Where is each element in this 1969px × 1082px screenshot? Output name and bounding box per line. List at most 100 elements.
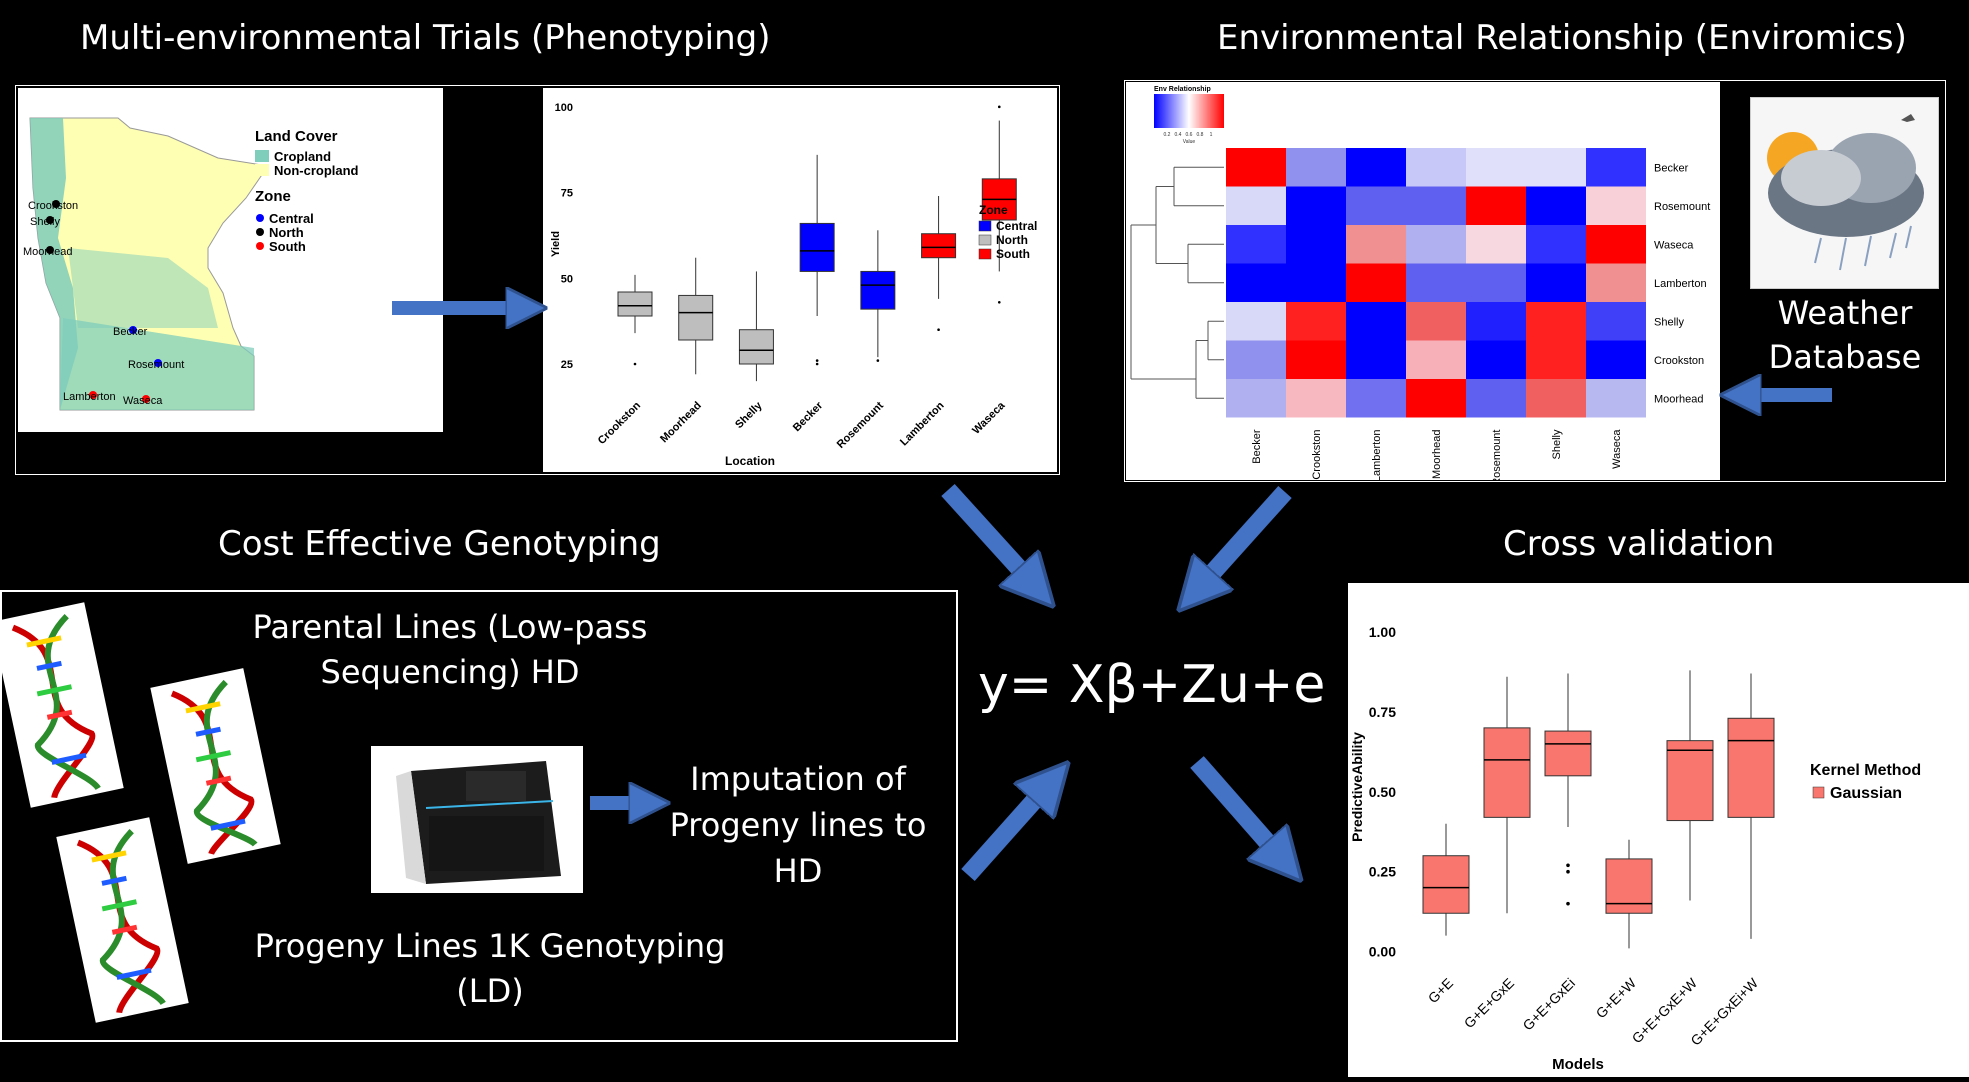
yield-xlabel: Location	[725, 454, 775, 468]
yield-outlier	[876, 359, 880, 362]
yield-box	[799, 222, 835, 272]
site-moorhead-dot	[46, 246, 54, 254]
heatmap-cell	[1346, 263, 1406, 302]
heatmap-cell	[1286, 225, 1346, 264]
heatmap-row-label: Moorhead	[1654, 393, 1704, 405]
cv-box	[1666, 740, 1714, 822]
yield-legend-swatch	[978, 234, 992, 246]
site-crookston-dot	[52, 200, 60, 208]
heatmap-cell	[1526, 379, 1586, 418]
cv-outlier	[1566, 869, 1570, 874]
heatmap-cell	[1346, 302, 1406, 341]
parental-line1: Parental Lines (Low-pass	[252, 608, 648, 646]
legend-title-zone: Zone	[255, 188, 291, 205]
site-becker-label: Becker	[113, 326, 148, 338]
heatmap-cell	[1466, 225, 1526, 264]
heatmap-cell	[1526, 302, 1586, 341]
yield-box	[860, 270, 896, 310]
heatmap-col-label: Rosemount	[1491, 430, 1503, 481]
minnesota-map: Land Cover Cropland Non-cropland Zone Ce…	[18, 88, 443, 432]
heatmap-cell	[1526, 186, 1586, 225]
heatmap-legend-gradient	[1154, 94, 1224, 128]
heatmap-legend-title: Env Relationship	[1154, 86, 1211, 93]
cv-boxplot: 0.000.250.500.751.00PredictiveAbilityG+E…	[1349, 624, 1921, 1073]
yield-outlier	[815, 362, 819, 366]
legend-swatch-noncropland	[255, 164, 269, 176]
yield-outlier	[937, 328, 940, 332]
cv-box	[1483, 727, 1531, 818]
legend-swatch-cropland	[255, 150, 269, 162]
weather-database-label: Weather Database	[1745, 291, 1945, 379]
site-shelly-dot	[46, 216, 54, 224]
heatmap-cell	[1226, 263, 1286, 302]
legend-label-cropland: Cropland	[274, 149, 331, 164]
legend-label-noncropland: Non-cropland	[274, 163, 359, 178]
heatmap-panel: Becker Rosemount Waseca Lamberton Shelly Croo…	[1126, 82, 1720, 486]
legend-label-south: South	[269, 239, 306, 254]
yield-ytick-label: 100	[555, 102, 573, 114]
heatmap-cell	[1346, 340, 1406, 379]
heatmap-cell	[1586, 340, 1646, 379]
title-genotyping: Cost Effective Genotyping	[218, 524, 661, 564]
heatmap-cell	[1286, 340, 1346, 379]
heatmap-cell	[1226, 379, 1286, 418]
sequencer-icon	[396, 761, 561, 884]
heatmap-cell	[1586, 148, 1646, 187]
map-figure: Land Cover Cropland Non-cropland Zone Ce…	[18, 88, 443, 432]
imputation-line2: Progeny lines to	[669, 806, 927, 844]
heatmap-cell	[1346, 225, 1406, 264]
title-enviromics: Environmental Relationship (Enviromics)	[1217, 18, 1907, 58]
heatmap-col-label: Moorhead	[1431, 430, 1443, 480]
heatmap-cell	[1526, 148, 1586, 187]
legend-title-cover: Land Cover	[255, 128, 338, 145]
heatmap-col-label: Waseca	[1611, 429, 1623, 469]
weather-image	[1750, 97, 1939, 289]
heatmap-row-label: Shelly	[1654, 316, 1684, 328]
arrow-pheno-to-model	[941, 483, 1035, 586]
yield-ytick-label: 50	[561, 273, 573, 285]
progeny-line2: (LD)	[456, 972, 524, 1010]
yield-legend-swatch	[978, 220, 992, 232]
heatmap-cell	[1406, 340, 1466, 379]
sequencer-image	[371, 746, 583, 893]
heatmap-cell	[1466, 379, 1526, 418]
heatmap-cell	[1586, 263, 1646, 302]
arrow-model-to-cv	[1190, 756, 1283, 860]
heatmap-legend-tick: 1	[1210, 132, 1213, 138]
heatmap-cell	[1226, 225, 1286, 264]
heatmap-cell	[1526, 263, 1586, 302]
title-phenotyping: Multi-environmental Trials (Phenotyping)	[80, 18, 771, 58]
site-lamberton-dot	[89, 391, 97, 399]
dna-helix-icon	[11, 614, 101, 799]
heatmap-cell	[1466, 186, 1526, 225]
cv-ytick-label: 1.00	[1369, 624, 1396, 640]
heatmap-col-label: Becker	[1251, 429, 1263, 464]
dna-helix-icon	[76, 829, 166, 1014]
heatmap-cell	[1286, 302, 1346, 341]
heatmap-col-label: Crookston	[1311, 430, 1323, 480]
cv-box	[1544, 730, 1592, 777]
yield-ylabel: Yield	[550, 231, 562, 257]
heatmap-legend-tick: 0.4	[1175, 132, 1182, 138]
heatmap-cell	[1586, 186, 1646, 225]
heatmap-cell	[1346, 186, 1406, 225]
yield-box	[678, 294, 714, 341]
parental-lines-text: Parental Lines (Low-pass Sequencing) HD	[250, 605, 650, 695]
progeny-lines-text: Progeny Lines 1K Genotyping (LD)	[240, 924, 740, 1014]
heatmap-cell	[1406, 302, 1466, 341]
arrow-geno-to-model	[961, 783, 1050, 881]
heatmap-cell	[1586, 225, 1646, 264]
site-rosemount-dot	[154, 359, 162, 367]
cropland-central	[68, 248, 218, 328]
cv-ytick-label: 0.75	[1369, 704, 1396, 720]
weather-label-line2: Database	[1768, 338, 1922, 376]
cv-xlabel: Models	[1552, 1056, 1604, 1073]
heatmap-cell	[1286, 186, 1346, 225]
heatmap-legend-tick: 0.8	[1197, 132, 1204, 138]
title-cross-validation: Cross validation	[1503, 524, 1775, 564]
site-becker-dot	[129, 326, 137, 334]
site-waseca-label: Waseca	[123, 395, 163, 407]
heatmap-row-label: Crookston	[1654, 355, 1704, 367]
cv-legend-label: Gaussian	[1830, 785, 1902, 802]
